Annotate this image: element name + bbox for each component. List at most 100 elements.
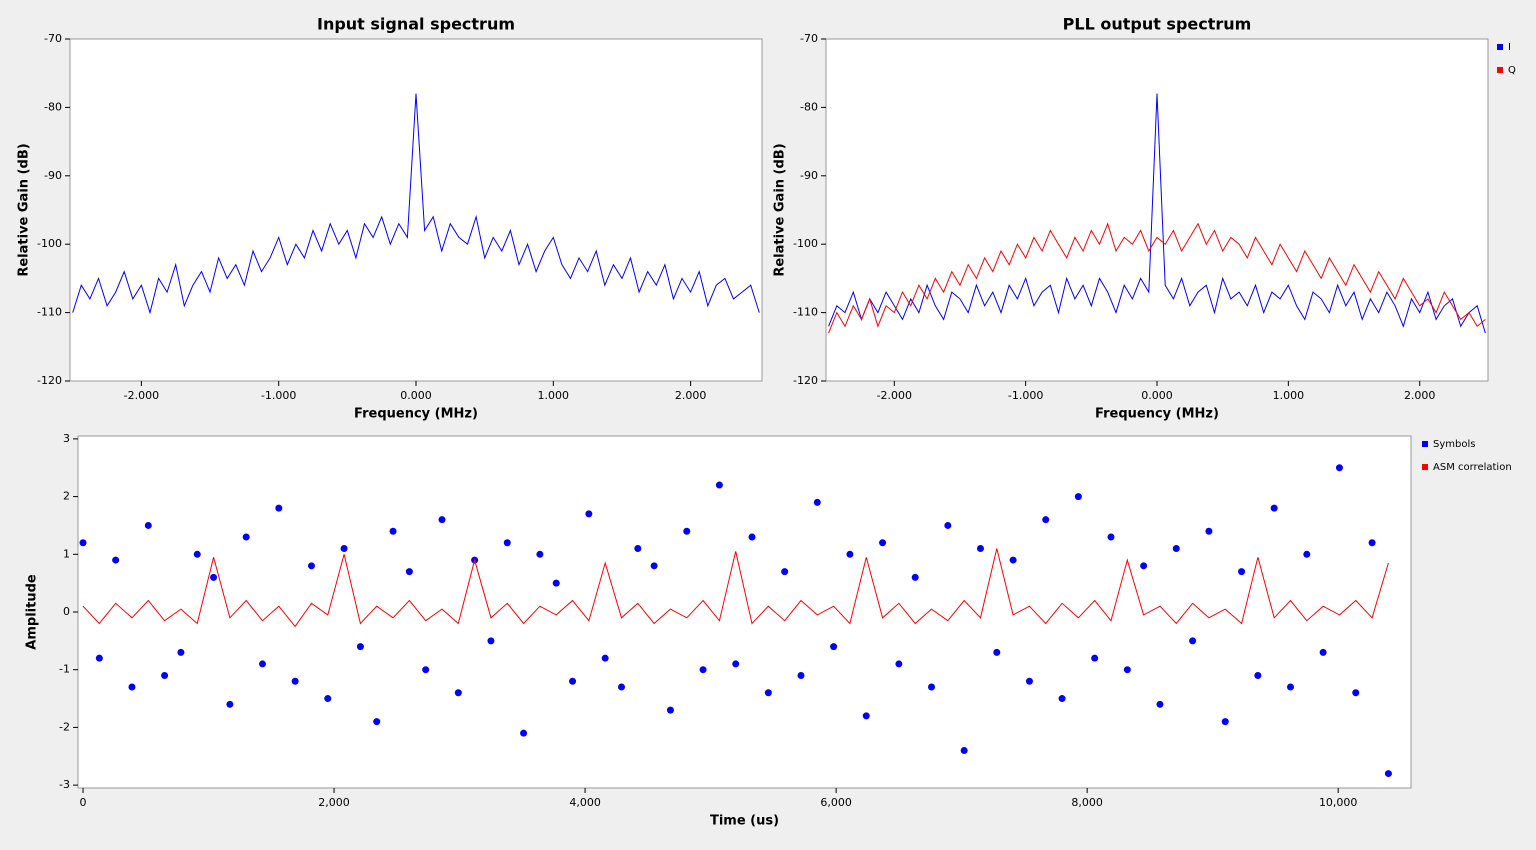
x-axis-label: Time (us) xyxy=(710,814,779,829)
scatter-point xyxy=(797,671,805,679)
scatter-point xyxy=(781,568,789,576)
scatter-point xyxy=(911,573,919,581)
x-tick-label: -2.000 xyxy=(877,389,912,402)
y-tick-label: -100 xyxy=(793,237,818,250)
y-tick-label: -110 xyxy=(793,306,818,319)
scatter-point xyxy=(1384,770,1392,778)
scatter-point xyxy=(128,683,136,691)
x-tick-label: 2,000 xyxy=(318,796,350,809)
plot-area xyxy=(825,38,1489,382)
chart-title: PLL output spectrum xyxy=(1063,15,1252,34)
scatter-point xyxy=(830,643,838,651)
scatter-point xyxy=(487,637,495,645)
y-tick-label: -80 xyxy=(800,100,818,113)
x-tick-label: 2.000 xyxy=(675,389,707,402)
scatter-point xyxy=(1058,695,1066,703)
x-tick-label: -2.000 xyxy=(124,389,159,402)
x-tick-label: 4,000 xyxy=(569,796,601,809)
scatter-point xyxy=(356,643,364,651)
scatter-point xyxy=(601,654,609,662)
y-tick-label: -70 xyxy=(44,32,62,45)
x-tick-label: -1.000 xyxy=(261,389,296,402)
legend-swatch xyxy=(1422,441,1428,447)
y-tick-label: -80 xyxy=(44,100,62,113)
series-line xyxy=(828,222,1486,334)
scatter-point xyxy=(95,654,103,662)
scatter-point xyxy=(389,527,397,535)
scatter-point xyxy=(210,573,218,581)
scatter-point xyxy=(1091,654,1099,662)
series-line xyxy=(82,548,1389,628)
y-tick-label: -90 xyxy=(800,169,818,182)
scatter-point xyxy=(193,550,201,558)
scatter-point xyxy=(161,671,169,679)
scatter-point xyxy=(813,498,821,506)
scatter-point xyxy=(373,718,381,726)
scatter-point xyxy=(503,539,511,547)
x-axis-label: Frequency (MHz) xyxy=(354,407,478,422)
x-tick-label: -1.000 xyxy=(1008,389,1043,402)
scatter-point xyxy=(177,648,185,656)
scatter-point xyxy=(1303,550,1311,558)
y-axis-label: Amplitude xyxy=(25,574,40,650)
scatter-point xyxy=(340,545,348,553)
scatter-point xyxy=(259,660,267,668)
legend-label: I xyxy=(1508,42,1511,53)
scatter-point xyxy=(1107,533,1115,541)
scatter-point xyxy=(993,648,1001,656)
scatter-point xyxy=(1123,666,1131,674)
y-axis-label: Relative Gain (dB) xyxy=(773,143,788,276)
scatter-point xyxy=(1025,677,1033,685)
x-tick-label: 8,000 xyxy=(1071,796,1103,809)
legend-swatch xyxy=(1422,464,1428,470)
x-tick-label: 1.000 xyxy=(1273,389,1305,402)
scatter-point xyxy=(144,521,152,529)
scatter-point xyxy=(552,579,560,587)
scatter-point xyxy=(1074,493,1082,501)
x-tick-label: 0.000 xyxy=(1141,389,1173,402)
legend-label: ASM correlation xyxy=(1433,462,1512,473)
y-tick-label: 3 xyxy=(63,432,70,445)
scatter-point xyxy=(422,666,430,674)
scatter-point xyxy=(1172,545,1180,553)
x-tick-label: 0 xyxy=(80,796,87,809)
y-tick-label: -70 xyxy=(800,32,818,45)
scatter-point xyxy=(585,510,593,518)
scatter-point xyxy=(1221,718,1229,726)
scatter-point xyxy=(454,689,462,697)
scatter-point xyxy=(634,545,642,553)
chart-title: Input signal spectrum xyxy=(317,15,515,34)
y-tick-label: -2 xyxy=(59,720,70,733)
scatter-point xyxy=(1352,689,1360,697)
scatter-point xyxy=(976,545,984,553)
scatter-point xyxy=(324,695,332,703)
scatter-point xyxy=(1042,516,1050,524)
x-tick-label: 0.000 xyxy=(400,389,432,402)
plot-area xyxy=(69,38,763,382)
scatter-point xyxy=(1009,556,1017,564)
scatter-point xyxy=(536,550,544,558)
legend-swatch xyxy=(1497,44,1503,50)
scatter-point xyxy=(1335,464,1343,472)
scatter-point xyxy=(1254,671,1262,679)
x-axis-label: Frequency (MHz) xyxy=(1095,407,1219,422)
scatter-point xyxy=(1140,562,1148,570)
scatter-point xyxy=(405,568,413,576)
series-line xyxy=(828,93,1486,334)
plot-area xyxy=(77,435,1412,789)
scatter-point xyxy=(520,729,528,737)
scatter-point xyxy=(1156,700,1164,708)
scatter-point xyxy=(79,539,87,547)
scatter-point xyxy=(242,533,250,541)
scatter-point xyxy=(862,712,870,720)
scatter-point xyxy=(879,539,887,547)
legend-label: Symbols xyxy=(1433,439,1475,450)
x-tick-label: 10,000 xyxy=(1319,796,1358,809)
scatter-point xyxy=(732,660,740,668)
scatter-point xyxy=(1287,683,1295,691)
series-line xyxy=(72,93,760,315)
y-tick-label: 0 xyxy=(63,605,70,618)
scatter-point xyxy=(617,683,625,691)
scatter-point xyxy=(1270,504,1278,512)
